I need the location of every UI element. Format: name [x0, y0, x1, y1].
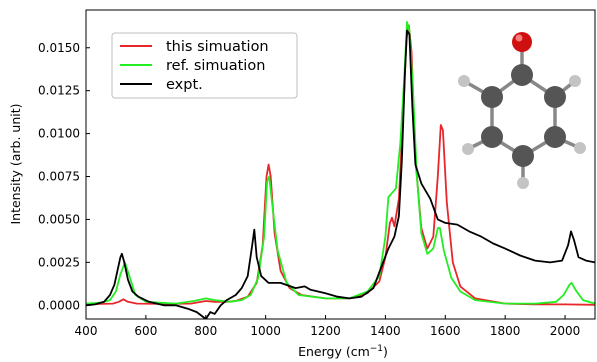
atom-highlight [515, 34, 523, 42]
x-tick-label: 1200 [310, 324, 341, 338]
y-axis: 0.0000 0.0025 0.0050 0.0075 0.0100 0.0125 0.01… [38, 41, 90, 312]
carbon-atom [511, 64, 533, 86]
x-tick-label: 1800 [490, 324, 521, 338]
hydrogen-atom [574, 142, 586, 154]
legend-items: this simuation ref. simuation expt. [120, 39, 269, 93]
x-axis-label: Energy (cm−1) [298, 344, 388, 359]
carbon-atom [481, 86, 503, 108]
y-tick-label: 0.0075 [38, 170, 80, 184]
x-tick-label: 1000 [250, 324, 281, 338]
y-tick-label: 0.0025 [38, 255, 80, 269]
carbon-atom [512, 145, 534, 167]
x-tick-label: 400 [75, 324, 98, 338]
molecule-illustration [458, 32, 586, 189]
oxygen-atom [512, 32, 532, 52]
plot-frame [85, 9, 596, 320]
carbon-atom [544, 86, 566, 108]
legend-label: this simuation [166, 39, 269, 55]
series-line-2 [86, 29, 595, 319]
y-tick-label: 0.0150 [38, 41, 80, 55]
plot-area [85, 9, 596, 320]
x-tick-label: 1600 [430, 324, 461, 338]
x-tick-label: 800 [194, 324, 217, 338]
y-tick-label: 0.0125 [38, 84, 80, 98]
carbon-atom [544, 126, 566, 148]
series-layer [86, 21, 595, 319]
hydrogen-atom [462, 143, 474, 155]
y-tick-label: 0.0100 [38, 127, 80, 141]
x-tick-label: 600 [134, 324, 157, 338]
carbon-atom [481, 126, 503, 148]
y-tick-label: 0.0050 [38, 212, 80, 226]
legend-label: expt. [166, 77, 203, 93]
hydrogen-atom [458, 75, 470, 87]
y-axis-label: Intensity (arb. unit) [8, 103, 23, 224]
hydrogen-atom [569, 75, 581, 87]
x-tick-label: 1400 [370, 324, 401, 338]
x-axis: 400 600 800 1000 1200 1400 1600 1800 2000 [75, 315, 581, 338]
legend-label: ref. simuation [166, 58, 265, 74]
hydrogen-atom [517, 177, 529, 189]
series-line-1 [86, 21, 595, 305]
legend: this simuation ref. simuation expt. [111, 32, 298, 99]
legend-box [111, 32, 298, 99]
y-tick-label: 0.0000 [38, 298, 80, 312]
x-tick-label: 2000 [550, 324, 581, 338]
